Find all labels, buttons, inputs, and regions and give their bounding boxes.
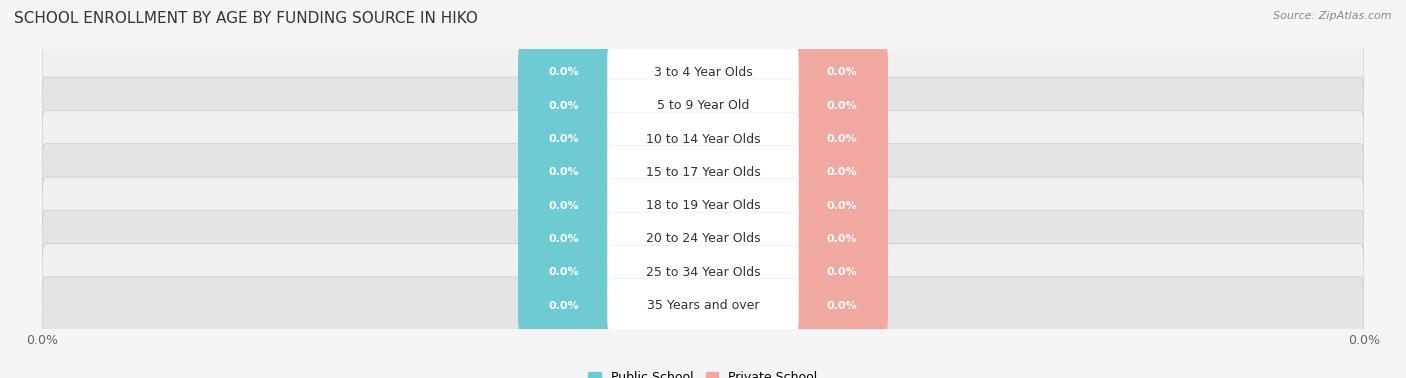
FancyBboxPatch shape xyxy=(517,112,610,166)
FancyBboxPatch shape xyxy=(607,112,799,166)
FancyBboxPatch shape xyxy=(796,212,889,266)
FancyBboxPatch shape xyxy=(607,212,799,266)
Text: 0.0%: 0.0% xyxy=(548,67,579,77)
Text: 0.0%: 0.0% xyxy=(827,267,858,277)
FancyBboxPatch shape xyxy=(42,110,1364,168)
FancyBboxPatch shape xyxy=(42,144,1364,201)
Text: 0.0%: 0.0% xyxy=(827,134,858,144)
FancyBboxPatch shape xyxy=(607,79,799,133)
FancyBboxPatch shape xyxy=(517,79,610,133)
FancyBboxPatch shape xyxy=(796,46,889,99)
Text: 0.0%: 0.0% xyxy=(548,267,579,277)
FancyBboxPatch shape xyxy=(42,77,1364,135)
FancyBboxPatch shape xyxy=(796,112,889,166)
FancyBboxPatch shape xyxy=(517,245,610,299)
FancyBboxPatch shape xyxy=(42,277,1364,334)
Text: 0.0%: 0.0% xyxy=(827,201,858,211)
Text: 0.0%: 0.0% xyxy=(827,167,858,177)
Text: 0.0%: 0.0% xyxy=(548,134,579,144)
FancyBboxPatch shape xyxy=(517,146,610,199)
FancyBboxPatch shape xyxy=(42,210,1364,268)
FancyBboxPatch shape xyxy=(607,245,799,299)
FancyBboxPatch shape xyxy=(796,146,889,199)
FancyBboxPatch shape xyxy=(607,179,799,232)
Text: 18 to 19 Year Olds: 18 to 19 Year Olds xyxy=(645,199,761,212)
FancyBboxPatch shape xyxy=(796,245,889,299)
FancyBboxPatch shape xyxy=(796,79,889,133)
Text: Source: ZipAtlas.com: Source: ZipAtlas.com xyxy=(1274,11,1392,21)
Text: 35 Years and over: 35 Years and over xyxy=(647,299,759,312)
Text: 25 to 34 Year Olds: 25 to 34 Year Olds xyxy=(645,266,761,279)
FancyBboxPatch shape xyxy=(607,146,799,199)
Text: 10 to 14 Year Olds: 10 to 14 Year Olds xyxy=(645,133,761,146)
Text: 0.0%: 0.0% xyxy=(548,201,579,211)
FancyBboxPatch shape xyxy=(607,46,799,99)
Text: 0.0%: 0.0% xyxy=(548,167,579,177)
FancyBboxPatch shape xyxy=(796,279,889,332)
FancyBboxPatch shape xyxy=(517,279,610,332)
FancyBboxPatch shape xyxy=(42,177,1364,234)
FancyBboxPatch shape xyxy=(42,44,1364,101)
FancyBboxPatch shape xyxy=(517,179,610,232)
Text: 0.0%: 0.0% xyxy=(548,101,579,111)
FancyBboxPatch shape xyxy=(607,279,799,332)
FancyBboxPatch shape xyxy=(42,243,1364,301)
Text: 0.0%: 0.0% xyxy=(827,67,858,77)
Text: SCHOOL ENROLLMENT BY AGE BY FUNDING SOURCE IN HIKO: SCHOOL ENROLLMENT BY AGE BY FUNDING SOUR… xyxy=(14,11,478,26)
Text: 0.0%: 0.0% xyxy=(548,301,579,311)
Text: 20 to 24 Year Olds: 20 to 24 Year Olds xyxy=(645,232,761,245)
Text: 0.0%: 0.0% xyxy=(827,301,858,311)
FancyBboxPatch shape xyxy=(796,179,889,232)
Text: 0.0%: 0.0% xyxy=(827,234,858,244)
FancyBboxPatch shape xyxy=(517,46,610,99)
Legend: Public School, Private School: Public School, Private School xyxy=(588,371,818,378)
Text: 0.0%: 0.0% xyxy=(548,234,579,244)
FancyBboxPatch shape xyxy=(517,212,610,266)
Text: 5 to 9 Year Old: 5 to 9 Year Old xyxy=(657,99,749,112)
Text: 3 to 4 Year Olds: 3 to 4 Year Olds xyxy=(654,66,752,79)
Text: 0.0%: 0.0% xyxy=(827,101,858,111)
Text: 15 to 17 Year Olds: 15 to 17 Year Olds xyxy=(645,166,761,179)
